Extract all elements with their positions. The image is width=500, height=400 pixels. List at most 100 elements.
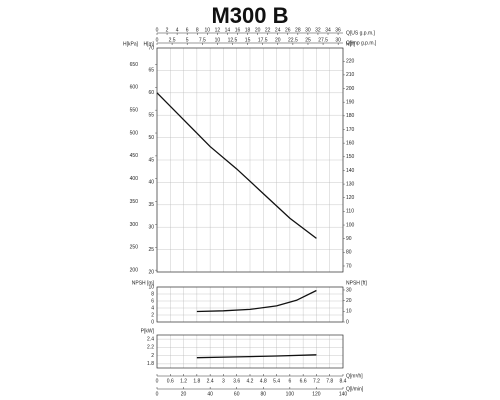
x-tick-label: 60 <box>234 391 240 397</box>
x-tick-label: 0 <box>156 27 159 33</box>
y-tick-label: 550 <box>130 107 139 113</box>
y-tick-label: 40 <box>148 180 154 186</box>
y-tick-label: 220 <box>346 59 355 65</box>
y-tick-label: 110 <box>346 209 354 215</box>
y-tick-label: 30 <box>148 225 154 231</box>
axis-title: NPSH [m] <box>132 280 155 286</box>
x-tick-label: 20 <box>255 27 261 33</box>
y-tick-label: 25 <box>148 247 154 253</box>
y-tick-label: 60 <box>148 90 154 96</box>
x-tick-label: 2 <box>166 27 169 33</box>
plot-frame <box>156 286 344 323</box>
y-tick-label: 50 <box>148 135 154 141</box>
x-tick-label: 7.5 <box>199 37 206 43</box>
x-tick-label: 20 <box>181 391 187 397</box>
x-tick-label: 25 <box>305 37 311 43</box>
y-tick-label: 600 <box>130 85 139 91</box>
x-tick-label: 30 <box>335 37 341 43</box>
x-tick-label: 28 <box>295 27 301 33</box>
x-tick-label: 1.2 <box>180 378 187 384</box>
y-tick-label: 150 <box>346 154 355 160</box>
x-tick-label: 6 <box>186 27 189 33</box>
y-tick-label: 120 <box>346 195 355 201</box>
x-tick-label: 0 <box>156 391 159 397</box>
axis-title: Q[US g.p.m.] <box>346 30 376 36</box>
y-tick-label: 6 <box>151 298 154 304</box>
y-tick-label: 2.4 <box>147 336 154 342</box>
y-tick-label: 10 <box>148 284 154 290</box>
axis-title: H[kPa] <box>123 41 139 47</box>
axis-title: H[m] <box>143 41 154 47</box>
y-tick-label: 35 <box>148 202 154 208</box>
y-tick-label: 0 <box>151 319 154 325</box>
line-series <box>156 92 317 239</box>
axis-title: Q[Imp g.p.m.] <box>346 40 377 46</box>
x-tick-label: 34 <box>325 27 331 33</box>
x-tick-label: 20 <box>275 37 281 43</box>
y-tick-label: 450 <box>130 153 139 159</box>
chart-title: M300 B <box>211 3 288 28</box>
y-tick-label: 190 <box>346 100 355 106</box>
x-tick-label: 8.4 <box>340 378 347 384</box>
x-tick-label: 32 <box>315 27 321 33</box>
x-tick-label: 7.2 <box>313 378 320 384</box>
plot-frame <box>156 47 344 273</box>
x-tick-label: 5 <box>186 37 189 43</box>
y-tick-label: 140 <box>346 168 355 174</box>
y-tick-label: 90 <box>346 236 352 242</box>
x-tick-label: 10 <box>215 37 221 43</box>
x-tick-label: 4.2 <box>247 378 254 384</box>
x-tick-label: 100 <box>286 391 295 397</box>
y-tick-label: 170 <box>346 127 355 133</box>
y-tick-label: 350 <box>130 199 139 205</box>
y-tick-label: 2 <box>151 312 154 318</box>
y-tick-label: 2.2 <box>147 345 154 351</box>
x-tick-label: 22 <box>265 27 271 33</box>
y-tick-label: 100 <box>346 222 355 228</box>
x-tick-label: 40 <box>207 391 213 397</box>
axis-title: Q[m³/h] <box>346 373 363 379</box>
y-tick-label: 20 <box>148 269 154 275</box>
y-tick-label: 180 <box>346 113 355 119</box>
y-tick-label: 10 <box>346 309 352 315</box>
y-tick-label: 55 <box>148 113 154 119</box>
y-tick-label: 210 <box>346 72 355 78</box>
x-tick-label: 2.4 <box>207 378 214 384</box>
y-tick-label: 2 <box>151 353 154 359</box>
x-tick-label: 4 <box>176 27 179 33</box>
x-tick-label: 80 <box>261 391 267 397</box>
x-tick-label: 26 <box>285 27 291 33</box>
x-tick-label: 10 <box>205 27 211 33</box>
plot-frame <box>156 334 344 369</box>
axis-title: NPSH [ft] <box>346 280 367 286</box>
y-tick-label: 65 <box>148 68 154 74</box>
x-tick-label: 12 <box>215 27 221 33</box>
y-tick-label: 30 <box>346 287 352 293</box>
y-tick-label: 80 <box>346 250 352 256</box>
x-tick-label: 4.8 <box>260 378 267 384</box>
x-tick-label: 30 <box>305 27 311 33</box>
x-tick-label: 0.6 <box>167 378 174 384</box>
x-tick-label: 18 <box>245 27 251 33</box>
axis-title: Q[l/min] <box>346 386 364 392</box>
y-tick-label: 8 <box>151 291 154 297</box>
x-tick-label: 120 <box>312 391 321 397</box>
x-tick-label: 16 <box>235 27 241 33</box>
x-tick-label: 0 <box>156 378 159 384</box>
x-tick-label: 3.6 <box>233 378 240 384</box>
x-tick-label: 8 <box>196 27 199 33</box>
x-tick-label: 15 <box>245 37 251 43</box>
x-tick-label: 17.5 <box>258 37 268 43</box>
y-tick-label: 20 <box>346 298 352 304</box>
y-tick-label: 70 <box>346 263 352 269</box>
axis-title: H[ft] <box>346 41 356 47</box>
y-tick-label: 160 <box>346 140 355 146</box>
y-tick-label: 500 <box>130 130 139 136</box>
y-tick-label: 130 <box>346 181 355 187</box>
x-tick-label: 12.5 <box>228 37 238 43</box>
x-tick-label: 3 <box>222 378 225 384</box>
x-tick-label: 5.4 <box>273 378 280 384</box>
line-series <box>196 354 317 359</box>
y-tick-label: 1.8 <box>147 361 154 367</box>
